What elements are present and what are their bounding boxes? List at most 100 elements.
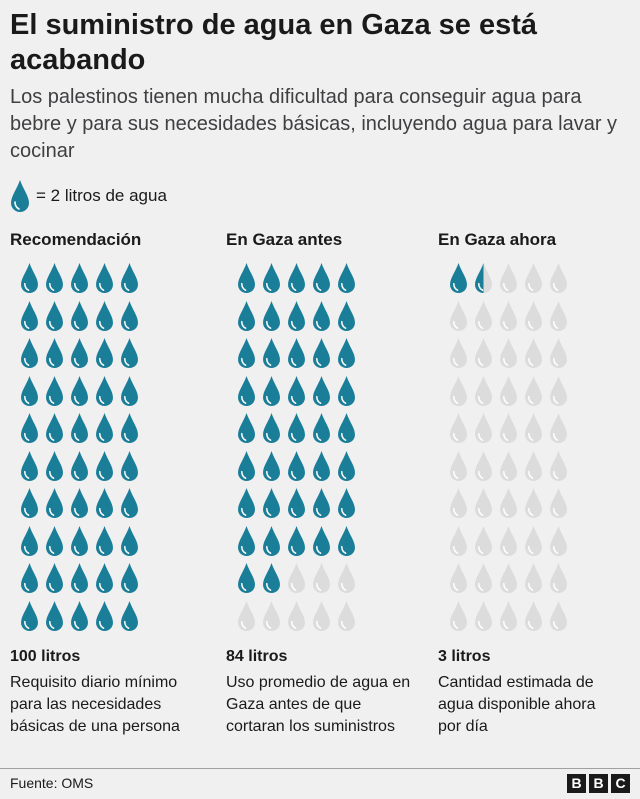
water-drop-filled — [263, 525, 280, 556]
water-drop-filled — [238, 300, 255, 331]
water-drop-filled — [313, 262, 330, 294]
water-drop-empty — [500, 300, 517, 331]
water-drop-filled — [96, 300, 113, 331]
water-drop-filled — [263, 300, 280, 331]
water-drop-empty — [525, 450, 542, 481]
legend: = 2 litros de agua — [10, 178, 167, 214]
water-drop-filled — [313, 412, 330, 444]
water-drop-filled — [96, 412, 113, 444]
water-drop-empty — [525, 600, 542, 631]
water-drop-empty — [475, 487, 492, 519]
water-drop-empty — [450, 600, 467, 631]
water-drop-filled — [71, 300, 88, 331]
water-drop-empty — [288, 600, 305, 631]
water-drop-filled — [238, 525, 255, 556]
water-drop-empty — [475, 375, 492, 406]
water-drop-filled — [238, 262, 255, 294]
water-drop-empty — [475, 562, 492, 594]
water-drop-filled — [21, 450, 38, 481]
water-drop-empty — [450, 412, 467, 444]
water-drop-filled — [121, 337, 138, 369]
water-drop-empty — [550, 337, 567, 369]
water-drop-filled — [121, 600, 138, 631]
water-drop-filled — [46, 525, 63, 556]
water-drop-empty — [450, 562, 467, 594]
water-drop-filled — [313, 375, 330, 406]
water-drop-filled — [21, 375, 38, 406]
water-drop-filled — [263, 337, 280, 369]
water-drop-empty — [550, 450, 567, 481]
chart-title: El suministro de agua en Gaza se está ac… — [10, 9, 538, 76]
water-drop-filled — [338, 525, 355, 556]
water-drop-filled — [96, 337, 113, 369]
water-drop-filled — [46, 300, 63, 331]
water-drop-filled — [288, 450, 305, 481]
water-drop-empty — [525, 375, 542, 406]
water-drop-filled — [71, 412, 88, 444]
water-drop-empty — [450, 525, 467, 556]
water-drop-filled — [71, 525, 88, 556]
water-drop-empty — [338, 600, 355, 631]
water-drop-filled — [288, 487, 305, 519]
water-drop-empty — [313, 562, 330, 594]
water-drop-empty — [525, 262, 542, 294]
water-drop-empty — [525, 337, 542, 369]
water-drop-filled — [21, 412, 38, 444]
water-drop-empty — [500, 562, 517, 594]
column-header-gaza-antes: En Gaza antes — [226, 230, 343, 249]
water-drop-filled — [46, 337, 63, 369]
water-drop-filled — [46, 450, 63, 481]
water-drop-empty — [550, 262, 567, 294]
water-drop-empty — [475, 525, 492, 556]
bbc-logo-letter: C — [611, 774, 630, 793]
water-drop-filled — [96, 525, 113, 556]
water-drop-filled — [238, 375, 255, 406]
water-drop-empty — [550, 375, 567, 406]
water-drop-empty — [500, 450, 517, 481]
water-drop-filled — [96, 450, 113, 481]
value-gaza-ahora: 3 litros — [438, 648, 491, 665]
water-drop-empty — [313, 600, 330, 631]
water-drop-filled — [338, 487, 355, 519]
water-drop-filled — [238, 450, 255, 481]
water-drop-filled — [238, 562, 255, 594]
water-drop-empty — [450, 375, 467, 406]
water-drop-filled — [96, 262, 113, 294]
column-header-recomendacion: Recomendación — [10, 230, 142, 249]
water-drop-filled — [288, 525, 305, 556]
water-drop-filled — [71, 375, 88, 406]
water-drop-filled — [46, 375, 63, 406]
water-drop-empty — [475, 600, 492, 631]
water-drop-filled — [263, 412, 280, 444]
water-drop-filled — [121, 562, 138, 594]
water-drop-filled — [263, 375, 280, 406]
water-drop-filled — [121, 450, 138, 481]
water-drop-empty — [450, 487, 467, 519]
water-drop-filled — [96, 562, 113, 594]
water-drop-filled — [288, 300, 305, 331]
water-drop-filled — [21, 262, 38, 294]
water-drop-filled — [46, 412, 63, 444]
water-drop-filled — [313, 525, 330, 556]
water-drop-filled — [313, 487, 330, 519]
water-drop-filled — [21, 562, 38, 594]
water-drop-icon — [11, 180, 29, 212]
water-drop-empty — [500, 375, 517, 406]
water-drop-filled — [288, 337, 305, 369]
water-drop-empty — [500, 487, 517, 519]
water-drop-empty — [550, 487, 567, 519]
water-drop-empty — [525, 300, 542, 331]
water-drop-empty — [550, 412, 567, 444]
water-drop-empty — [263, 600, 280, 631]
footer-divider — [0, 768, 640, 769]
water-drop-empty — [550, 562, 567, 594]
water-drop-empty — [475, 300, 492, 331]
water-drop-filled — [71, 337, 88, 369]
water-drop-filled — [71, 600, 88, 631]
water-drop-filled — [121, 262, 138, 294]
water-drop-empty — [500, 600, 517, 631]
water-drop-empty — [475, 412, 492, 444]
water-drop-filled — [313, 300, 330, 331]
chart-subtitle: Los palestinos tienen mucha dificultad p… — [10, 86, 618, 162]
water-drop-empty — [338, 562, 355, 594]
